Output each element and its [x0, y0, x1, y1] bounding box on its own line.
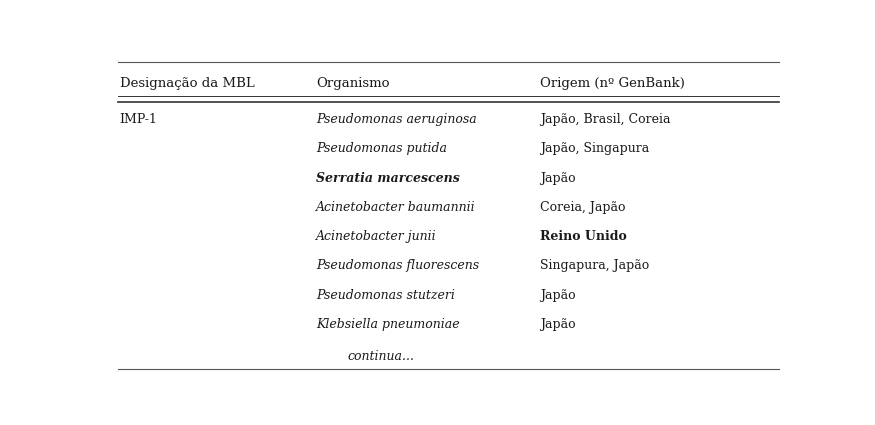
Text: Pseudomonas aeruginosa: Pseudomonas aeruginosa — [316, 113, 477, 126]
Text: Japão: Japão — [540, 289, 576, 302]
Text: continua...: continua... — [347, 351, 414, 363]
Text: Serratia marcescens: Serratia marcescens — [316, 172, 460, 184]
Text: Acinetobacter junii: Acinetobacter junii — [316, 230, 437, 243]
Text: Coreia, Japão: Coreia, Japão — [540, 201, 626, 214]
Text: Japão: Japão — [540, 172, 576, 184]
Text: IMP-1: IMP-1 — [120, 113, 158, 126]
Text: Organismo: Organismo — [316, 77, 389, 90]
Text: Klebsiella pneumoniae: Klebsiella pneumoniae — [316, 318, 460, 331]
Text: Pseudomonas fluorescens: Pseudomonas fluorescens — [316, 259, 480, 272]
Text: Japão, Brasil, Coreia: Japão, Brasil, Coreia — [540, 113, 670, 126]
Text: Pseudomonas stutzeri: Pseudomonas stutzeri — [316, 289, 455, 302]
Text: Japão, Singapura: Japão, Singapura — [540, 142, 649, 156]
Text: Singapura, Japão: Singapura, Japão — [540, 259, 649, 272]
Text: Japão: Japão — [540, 318, 576, 331]
Text: Pseudomonas putida: Pseudomonas putida — [316, 142, 447, 156]
Text: Acinetobacter baumannii: Acinetobacter baumannii — [316, 201, 476, 214]
Text: Origem (nº GenBank): Origem (nº GenBank) — [540, 77, 685, 90]
Text: Designação da MBL: Designação da MBL — [120, 77, 255, 90]
Text: Reino Unido: Reino Unido — [540, 230, 626, 243]
